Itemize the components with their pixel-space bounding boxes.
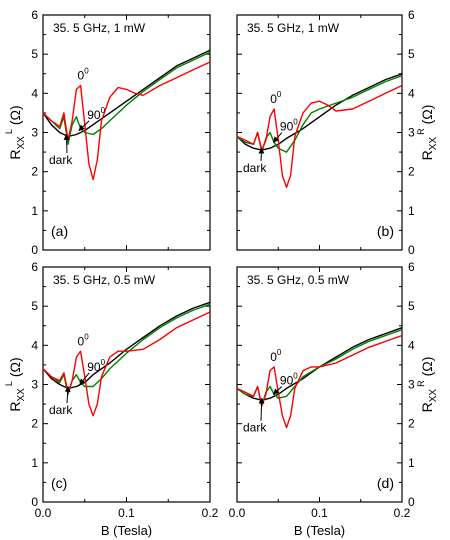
plot-frame bbox=[42, 266, 211, 503]
y-tick-label: 6 bbox=[31, 8, 38, 22]
label-0deg: 00 bbox=[78, 332, 90, 348]
panel-label: (b) bbox=[377, 223, 394, 239]
y-tick-label: 0 bbox=[408, 243, 415, 257]
y-tick-label: 1 bbox=[408, 456, 415, 470]
y-tick-label: 4 bbox=[31, 86, 38, 100]
y-tick-label: 3 bbox=[31, 378, 38, 392]
panel-label: (c) bbox=[51, 475, 67, 491]
series-line-90deg bbox=[236, 75, 403, 153]
y-tick-label: 2 bbox=[31, 165, 38, 179]
x-tick-label: 0.0 bbox=[35, 506, 52, 520]
label-90deg: 900 bbox=[280, 118, 298, 134]
y-tick-label: 4 bbox=[31, 338, 38, 352]
series-line-dark bbox=[236, 327, 403, 401]
arrow-dark bbox=[258, 397, 265, 421]
y-tick-label: 3 bbox=[31, 126, 38, 140]
condition-annotation: 35. 5 GHz, 0.5 mW bbox=[247, 273, 350, 287]
label-90deg: 900 bbox=[87, 358, 105, 374]
plot-frame bbox=[236, 14, 403, 251]
panel-d: 0 1 2 3 4 5 6 0.0 0.1 0.2 B (Tesla) RXXR(Ω) 35. 5 GH… bbox=[229, 260, 439, 538]
y-tick-label: 6 bbox=[408, 8, 415, 22]
y-tick-label: 5 bbox=[31, 299, 38, 313]
arrow-dark bbox=[258, 147, 265, 161]
y-tick-label: 0 bbox=[31, 243, 38, 257]
panel-a: 0 1 2 3 4 5 6 RXXL(Ω) 35. 5 GHz, 1 mW (a) 00 900 dar… bbox=[4, 8, 211, 257]
y-tick-label: 4 bbox=[408, 338, 415, 352]
y-tick-label: 2 bbox=[31, 417, 38, 431]
condition-annotation: 35. 5 GHz, 1 mW bbox=[247, 21, 340, 35]
series-line-0deg bbox=[42, 61, 211, 181]
condition-annotation: 35. 5 GHz, 1 mW bbox=[53, 21, 146, 35]
y-tick-label: 3 bbox=[408, 378, 415, 392]
label-0deg: 00 bbox=[270, 90, 282, 106]
series-line-dark bbox=[236, 73, 403, 151]
y-axis-label: RXXR(Ω) bbox=[416, 357, 439, 413]
series-line-90deg bbox=[236, 329, 403, 407]
x-tick-label: 0.1 bbox=[311, 506, 328, 520]
x-axis-label: B (Tesla) bbox=[294, 523, 345, 538]
label-dark: dark bbox=[243, 421, 267, 435]
x-tick-label: 0.1 bbox=[118, 506, 135, 520]
arrow-dark bbox=[64, 385, 71, 404]
series-line-0deg bbox=[236, 84, 403, 188]
y-tick-label: 1 bbox=[408, 204, 415, 218]
arrow-dark bbox=[63, 133, 70, 154]
x-tick-label: 0.2 bbox=[394, 506, 411, 520]
panel-b: 0 1 2 3 4 5 6 RXXR(Ω) 35. 5 GHz, 1 mW (b) 00 900 dar… bbox=[236, 8, 439, 257]
y-tick-label: 2 bbox=[408, 165, 415, 179]
series-line-90deg bbox=[42, 303, 211, 395]
label-0deg: 00 bbox=[78, 67, 90, 83]
label-dark: dark bbox=[49, 153, 73, 167]
y-axis-label: RXXL(Ω) bbox=[4, 105, 27, 159]
series-line-0deg bbox=[236, 334, 403, 429]
label-dark: dark bbox=[243, 161, 267, 175]
plot-frame bbox=[236, 266, 403, 503]
panel-label: (d) bbox=[377, 475, 394, 491]
y-tick-label: 2 bbox=[408, 417, 415, 431]
label-90deg: 900 bbox=[87, 106, 105, 122]
y-axis-label: RXXR(Ω) bbox=[416, 105, 439, 161]
x-tick-label: 0.0 bbox=[229, 506, 246, 520]
x-axis-label: B (Tesla) bbox=[101, 523, 152, 538]
arrow-90deg bbox=[272, 386, 283, 395]
arrow-90deg bbox=[272, 132, 283, 143]
arrow-90deg bbox=[79, 372, 90, 385]
y-tick-label: 6 bbox=[408, 260, 415, 274]
panel-label: (a) bbox=[51, 223, 68, 239]
series-line-dark bbox=[42, 49, 211, 138]
series-line-90deg bbox=[42, 51, 211, 145]
plot-frame bbox=[42, 14, 211, 251]
series-line-dark bbox=[42, 301, 211, 390]
y-tick-label: 3 bbox=[408, 126, 415, 140]
y-tick-label: 6 bbox=[31, 260, 38, 274]
y-tick-label: 1 bbox=[31, 456, 38, 470]
series-line-0deg bbox=[42, 311, 211, 417]
y-tick-label: 5 bbox=[31, 47, 38, 61]
y-tick-label: 0 bbox=[408, 495, 415, 509]
condition-annotation: 35. 5 GHz, 0.5 mW bbox=[53, 273, 156, 287]
x-tick-label: 0.2 bbox=[202, 506, 219, 520]
y-tick-label: 5 bbox=[408, 299, 415, 313]
y-tick-label: 5 bbox=[408, 47, 415, 61]
y-tick-label: 4 bbox=[408, 86, 415, 100]
label-90deg: 900 bbox=[280, 372, 298, 388]
label-0deg: 00 bbox=[270, 348, 282, 364]
arrow-90deg bbox=[78, 120, 90, 131]
y-axis-label: RXXL(Ω) bbox=[4, 357, 27, 411]
y-tick-label: 0 bbox=[31, 495, 38, 509]
panel-c: 0 1 2 3 4 5 6 0.0 0.1 0.2 B (Tesla) RXXL(Ω) 35. 5 GH… bbox=[4, 260, 219, 538]
label-dark: dark bbox=[49, 403, 73, 417]
y-tick-label: 1 bbox=[31, 204, 38, 218]
